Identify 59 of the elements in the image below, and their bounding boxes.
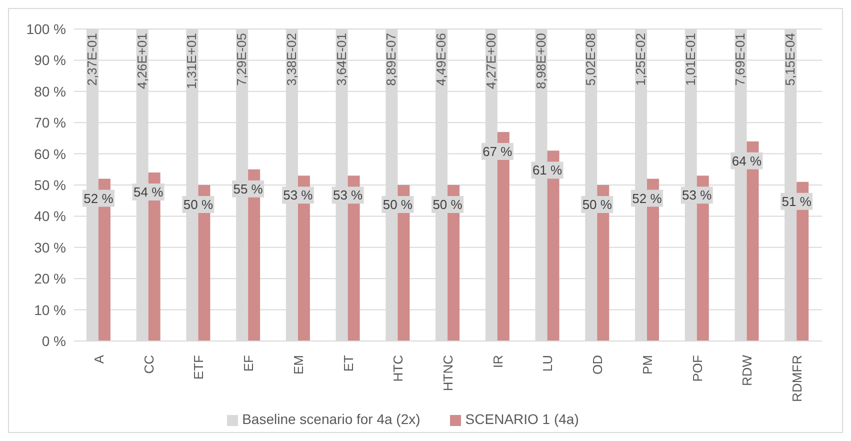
data-label: 50 % (582, 197, 612, 212)
legend-label: SCENARIO 1 (4a) (465, 411, 579, 427)
annotation: 2,37E-01 (84, 33, 100, 86)
y-tick-label: 30 % (34, 239, 66, 256)
bar (248, 169, 260, 341)
data-label: 67 % (482, 144, 513, 159)
x-tick-label: ET (340, 354, 356, 372)
legend-label: Baseline scenario for 4a (2x) (242, 411, 420, 427)
annotation: 7,69E-01 (732, 33, 748, 86)
annotation: 1,01E-01 (682, 33, 698, 86)
x-tick-label: RDW (740, 354, 755, 386)
data-label: 52 % (84, 190, 114, 206)
x-tick-label: HTC (390, 355, 406, 382)
y-tick-label: 10 % (34, 302, 66, 318)
x-tick-label: OD (590, 355, 606, 374)
data-label: 51 % (782, 194, 812, 209)
annotation: 7,29E-05 (234, 33, 250, 86)
y-tick-label: 90 % (34, 52, 66, 68)
x-tick-label: EM (290, 355, 306, 374)
y-tick-label: 50 % (34, 176, 66, 193)
x-tick-label: LU (540, 355, 556, 372)
annotation: 5,15E-04 (782, 33, 798, 86)
y-tick-label: 60 % (34, 146, 66, 162)
data-label: 52 % (632, 190, 662, 206)
annotation: 3,64E-01 (334, 33, 349, 86)
x-tick-label: IR (490, 355, 506, 368)
x-tick-label: EF (241, 354, 256, 372)
annotation: 8,98E+00 (533, 33, 548, 90)
annotation: 4,26E+01 (134, 33, 150, 90)
y-tick-label: 20 % (34, 270, 66, 287)
data-label: 55 % (233, 181, 264, 196)
data-label: 53 % (682, 188, 712, 203)
data-label: 61 % (532, 162, 563, 178)
annotation: 8,89E-07 (384, 33, 399, 86)
y-tick-label: 70 % (34, 114, 66, 131)
annotation: 1,31E+01 (184, 33, 200, 90)
data-label: 53 % (283, 188, 314, 203)
data-label: 54 % (134, 184, 164, 200)
y-tick-label: 40 % (34, 208, 66, 224)
y-tick-label: 80 % (34, 83, 66, 100)
annotation: 4,49E-06 (434, 33, 449, 86)
x-tick-label: A (91, 354, 106, 364)
data-label: 50 % (382, 197, 413, 212)
x-tick-label: HTNC (440, 355, 456, 392)
x-tick-label: RDMFR (790, 355, 805, 402)
data-label: 50 % (432, 197, 463, 212)
y-tick-label: 100 % (26, 20, 66, 37)
data-label: 53 % (332, 188, 364, 203)
x-tick-label: POF (690, 354, 705, 382)
x-tick-label: ETF (191, 354, 206, 380)
y-tick-label: 0 % (42, 332, 66, 349)
x-tick-label: CC (141, 355, 156, 374)
data-label: 64 % (732, 153, 762, 168)
annotation: 1,25E-02 (633, 33, 648, 86)
annotation: 3,38E-02 (284, 33, 299, 86)
annotation: 5,02E-08 (583, 33, 598, 86)
annotation: 4,27E+00 (483, 33, 498, 90)
data-label: 50 % (183, 197, 214, 212)
x-tick-label: PM (640, 355, 655, 374)
